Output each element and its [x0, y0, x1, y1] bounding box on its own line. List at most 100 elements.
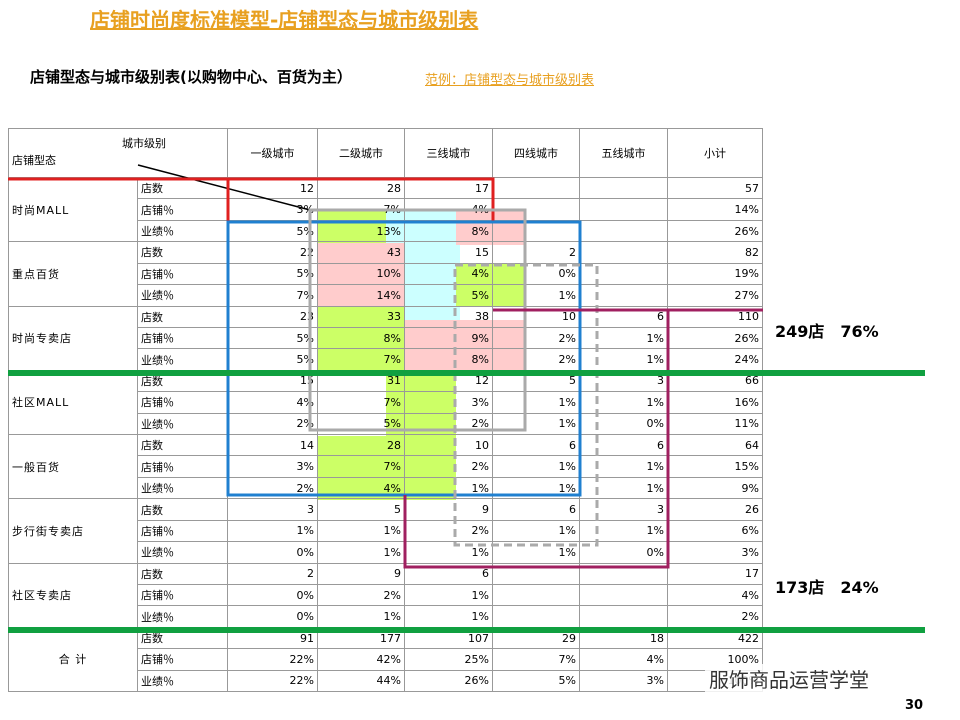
cell: 1% — [405, 542, 493, 564]
cell: 22% — [228, 649, 318, 671]
cell: 14% — [668, 199, 763, 221]
cell: 66 — [668, 370, 763, 393]
title: 店铺时尚度标准模型-店铺型态与城市级别表 — [90, 8, 479, 32]
cell: 26% — [668, 220, 763, 243]
cell: 12 — [228, 178, 318, 200]
empty-cell — [580, 263, 668, 286]
link[interactable]: 范例：店铺型态与城市级别表 — [425, 73, 595, 88]
page-number: 30 — [905, 698, 924, 713]
group-name: 重点百货 — [8, 242, 138, 307]
cell: 2% — [228, 477, 318, 500]
cell: 17 — [668, 563, 763, 585]
cell: 28 — [318, 178, 405, 200]
empty-cell — [580, 563, 668, 585]
column-header: 四线城市 — [493, 128, 580, 178]
highlight — [456, 210, 525, 245]
cell: 18 — [580, 627, 668, 650]
empty-cell — [493, 584, 580, 607]
cell: 44% — [318, 670, 405, 693]
cell: 177 — [318, 627, 405, 650]
cell: 5% — [405, 285, 493, 307]
cell: 9 — [318, 563, 405, 585]
cell: 9% — [668, 477, 763, 500]
cell: 1% — [493, 542, 580, 564]
metric: 业绩％ — [138, 670, 228, 693]
cell: 110 — [668, 306, 763, 328]
subtitle: 店铺型态与城市级别表(以购物中心、百货为主） — [30, 68, 352, 86]
metric: 店铺％ — [138, 584, 228, 607]
cell: 11% — [668, 413, 763, 436]
cell: 82 — [668, 242, 763, 264]
gray-dashed-box — [453, 263, 599, 547]
cell: 42% — [318, 649, 405, 671]
metric: 店数 — [138, 627, 228, 650]
cell: 33 — [318, 306, 405, 328]
cell: 64 — [668, 435, 763, 457]
cell: 0% — [228, 584, 318, 607]
cell: 28 — [318, 435, 405, 457]
cell: 107 — [405, 627, 493, 650]
highlight — [318, 243, 405, 306]
group-name: 一般百货 — [8, 435, 138, 500]
cell: 3% — [228, 456, 318, 478]
cell: 29 — [493, 627, 580, 650]
cell: 26 — [668, 499, 763, 521]
metric: 店数 — [138, 499, 228, 521]
cell: 3% — [668, 542, 763, 564]
metric: 业绩％ — [138, 542, 228, 564]
highlight — [318, 436, 386, 500]
cell: 6 — [405, 563, 493, 585]
empty-cell — [580, 220, 668, 243]
cell: 13% — [318, 220, 405, 243]
cell: 2% — [405, 456, 493, 478]
annotation: 173店 24% — [775, 578, 879, 597]
empty-cell — [580, 584, 668, 607]
empty-cell — [580, 199, 668, 221]
cell: 4% — [580, 649, 668, 671]
group-name: 步行街专卖店 — [8, 499, 138, 564]
cell: 14 — [228, 435, 318, 457]
cell: 2% — [405, 413, 493, 436]
diagonal — [137, 164, 311, 211]
empty-cell — [493, 563, 580, 585]
metric: 店铺％ — [138, 520, 228, 543]
cell: 27% — [668, 285, 763, 307]
cell: 26% — [405, 670, 493, 693]
cell: 3 — [228, 499, 318, 521]
cell: 43 — [318, 242, 405, 264]
cell: 0% — [228, 542, 318, 564]
cell: 26% — [668, 327, 763, 350]
cell: 25% — [405, 649, 493, 671]
cell: 5% — [493, 670, 580, 693]
cell: 5% — [318, 413, 405, 436]
cell: 4% — [318, 477, 405, 500]
cell: 422 — [668, 627, 763, 650]
watermark: 服饰商品运营学堂 — [705, 664, 873, 693]
cell: 19% — [668, 263, 763, 286]
corner-bottom: 店铺型态 — [12, 154, 56, 167]
cell: 15 — [405, 242, 493, 264]
cell: 3% — [580, 670, 668, 693]
blue-box — [226, 220, 582, 497]
metric: 店铺％ — [138, 649, 228, 671]
empty-cell — [493, 178, 580, 200]
empty-cell — [580, 242, 668, 264]
column-header: 小计 — [668, 128, 763, 178]
highlight — [318, 306, 405, 370]
cell: 2% — [405, 520, 493, 543]
cell: 7% — [318, 456, 405, 478]
cell: 22% — [228, 670, 318, 693]
cell: 38 — [405, 306, 493, 328]
red-box — [8, 177, 495, 224]
cell: 6 — [493, 499, 580, 521]
cell: 1% — [493, 520, 580, 543]
group-name: 合 计 — [8, 627, 138, 693]
metric: 店数 — [138, 563, 228, 585]
cell: 1% — [228, 520, 318, 543]
empty-cell — [580, 178, 668, 200]
cell: 16% — [668, 392, 763, 414]
empty-cell — [580, 285, 668, 307]
cell: 1% — [405, 584, 493, 607]
